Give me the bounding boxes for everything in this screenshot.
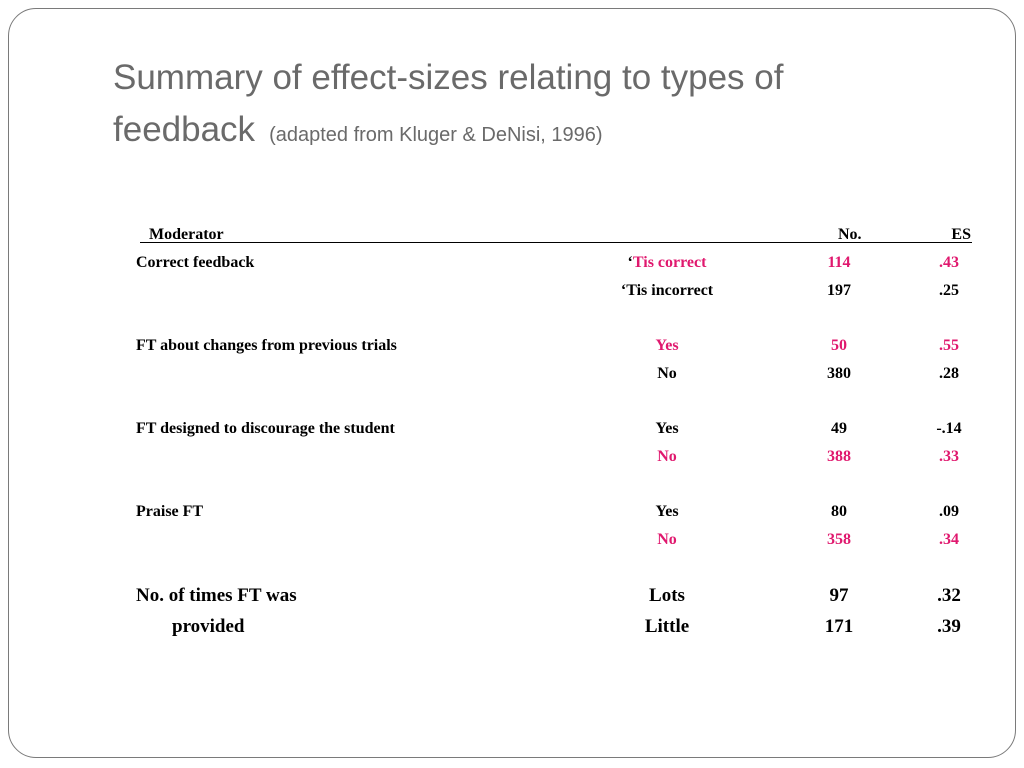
header-moderator: Moderator: [149, 226, 224, 243]
row-no: 388: [827, 448, 851, 465]
row-moderator: FT about changes from previous trials: [136, 337, 397, 354]
row-no: 380: [827, 365, 851, 382]
row-es: .32: [937, 585, 961, 606]
row-level: Lots: [649, 585, 685, 606]
row-es: .55: [939, 337, 959, 354]
row-es: .33: [939, 448, 959, 465]
slide: [8, 8, 1016, 758]
row-level: No: [657, 531, 677, 548]
row-no: 358: [827, 531, 851, 548]
row-level: Little: [644, 616, 690, 637]
row-es: .34: [939, 531, 959, 548]
row-no: 114: [827, 254, 851, 271]
header-no: No.: [838, 226, 862, 243]
row-level: Yes: [655, 420, 679, 437]
title-main: Summary of effect-sizes relating to type…: [113, 58, 784, 149]
row-no: 171: [824, 616, 854, 637]
row-moderator: Praise FT: [136, 503, 204, 520]
row-no: 80: [831, 503, 847, 520]
row-es: .43: [939, 254, 959, 271]
row-level: No: [657, 365, 677, 382]
row-es: .28: [939, 365, 959, 382]
header-rule: [140, 242, 972, 243]
title-subtitle: (adapted from Kluger & DeNisi, 1996): [269, 124, 603, 146]
row-level: ‘Tis correct: [628, 253, 707, 273]
header-es: ES: [951, 226, 971, 243]
slide-title: Summary of effect-sizes relating to type…: [113, 52, 973, 161]
row-no: 197: [827, 282, 851, 299]
row-moderator: No. of times FT was: [136, 585, 297, 606]
row-level-prefix: ‘: [627, 254, 633, 271]
row-no: 49: [831, 420, 847, 437]
row-es: .25: [939, 282, 959, 299]
row-level: Yes: [655, 337, 679, 354]
row-moderator: provided: [172, 616, 245, 637]
row-moderator: Correct feedback: [136, 254, 255, 271]
row-no: 50: [831, 337, 847, 354]
row-level: ‘Tis incorrect: [620, 282, 714, 299]
row-es: .09: [939, 503, 959, 520]
row-moderator: FT designed to discourage the student: [136, 420, 395, 437]
row-es: .39: [937, 616, 961, 637]
row-level: Yes: [655, 503, 679, 520]
row-es: -.14: [936, 420, 962, 437]
row-level: No: [657, 448, 677, 465]
row-level-text: Tis correct: [632, 254, 707, 271]
row-no: 97: [829, 585, 849, 606]
